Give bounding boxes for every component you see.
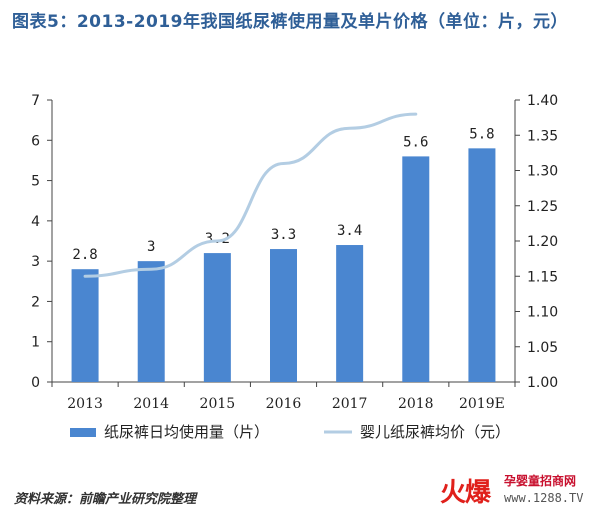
right-tick-label: 1.10: [527, 305, 558, 321]
right-tick-label: 1.15: [527, 269, 558, 285]
right-tick-label: 1.20: [527, 234, 558, 250]
logo-mark: 火爆: [440, 478, 491, 508]
right-tick-label: 1.25: [527, 199, 558, 215]
logo-tagline: 孕婴童招商网: [504, 474, 577, 488]
bar: [137, 261, 165, 382]
bar-value-label: 5.6: [403, 134, 428, 150]
bar-value-label: 3.2: [205, 231, 230, 247]
bar: [71, 269, 99, 382]
source-note: 资料来源：前瞻产业研究院整理: [14, 492, 197, 507]
logo-url: www.1288.TV: [504, 491, 584, 505]
left-tick-label: 3: [31, 254, 40, 270]
legend-label-line: 婴儿纸尿裤均价（元）: [360, 423, 510, 441]
bar: [402, 156, 430, 382]
bar-value-label: 3: [147, 239, 155, 255]
left-tick-label: 6: [31, 133, 40, 149]
left-tick-label: 5: [31, 174, 40, 190]
x-tick-label: 2015: [200, 396, 236, 412]
bar: [270, 249, 297, 382]
left-tick-label: 0: [31, 375, 40, 391]
left-tick-label: 1: [31, 335, 40, 351]
bar: [468, 148, 496, 382]
bar-value-label: 3.3: [271, 227, 296, 243]
bar-value-label: 5.8: [469, 126, 494, 142]
x-tick-label: 2013: [67, 396, 103, 412]
left-tick-label: 4: [31, 214, 40, 230]
legend-label-bar: 纸尿裤日均使用量（片）: [104, 423, 269, 441]
bar: [203, 253, 231, 382]
right-tick-label: 1.00: [527, 375, 558, 391]
x-tick-label: 2017: [332, 396, 368, 412]
right-tick-label: 1.30: [527, 164, 558, 180]
right-tick-label: 1.05: [527, 340, 558, 356]
right-tick-label: 1.40: [527, 93, 558, 109]
bar: [336, 245, 364, 382]
x-tick-label: 2019E: [459, 396, 505, 412]
x-tick-label: 2016: [266, 396, 302, 412]
x-tick-label: 2018: [398, 396, 434, 412]
x-tick-label: 2014: [133, 396, 169, 412]
left-tick-label: 7: [31, 93, 40, 109]
price-line: [83, 112, 418, 278]
right-tick-label: 1.35: [527, 128, 558, 144]
left-tick-label: 2: [31, 294, 40, 310]
legend-swatch-bar: [70, 428, 96, 437]
site-logo[interactable]: 火爆 孕婴童招商网 www.1288.TV: [440, 470, 590, 512]
bar-value-label: 2.8: [72, 247, 97, 263]
bar-value-label: 3.4: [337, 223, 362, 239]
chart-title: 图表5：2013-2019年我国纸尿裤使用量及单片价格（单位：片，元）: [12, 12, 569, 32]
